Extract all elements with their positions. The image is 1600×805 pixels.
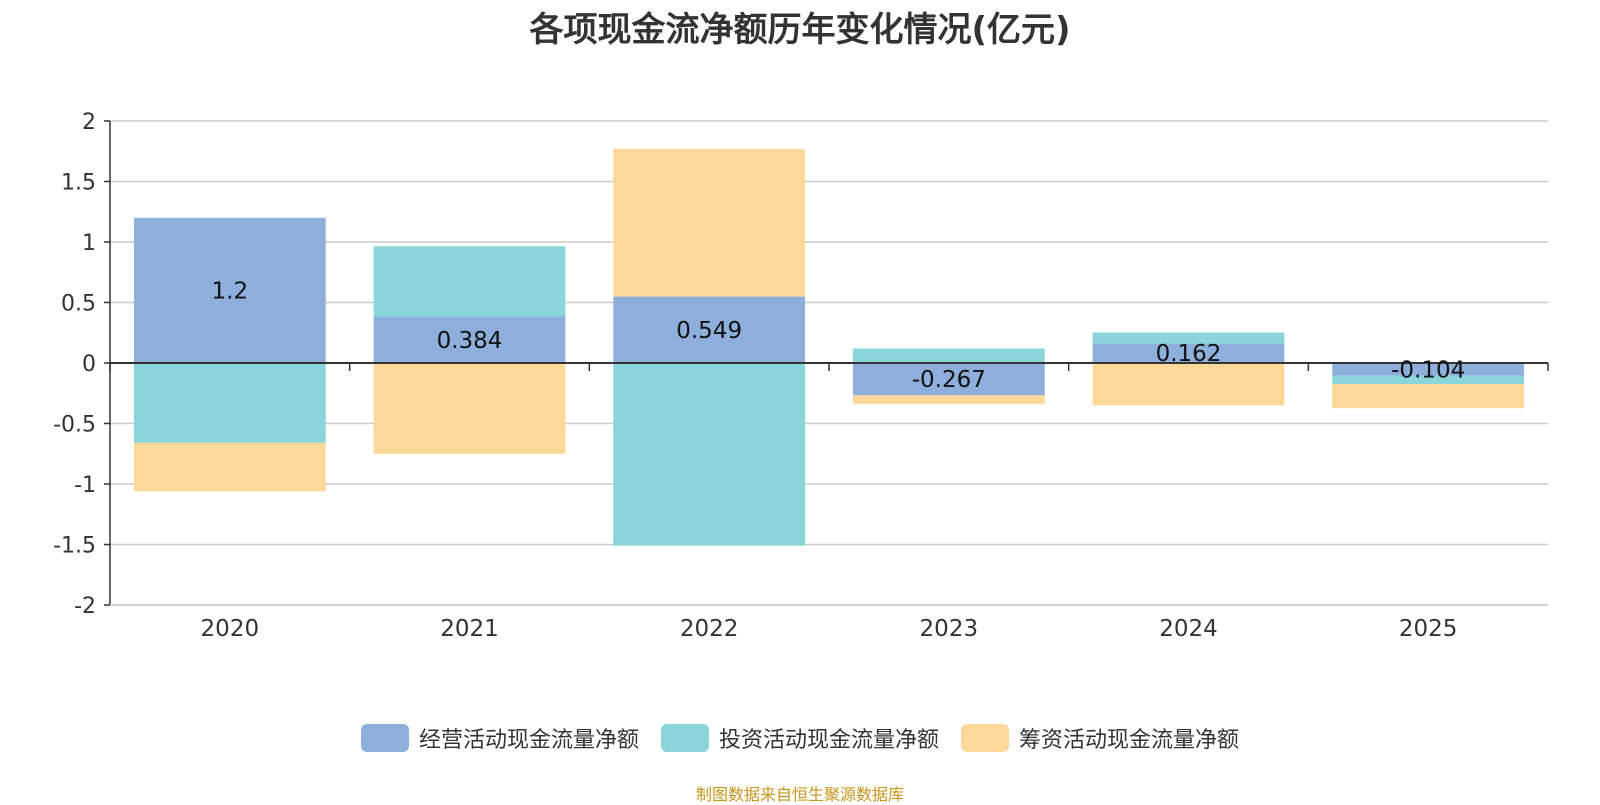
- legend: 经营活动现金流量净额 投资活动现金流量净额 筹资活动现金流量净额: [0, 722, 1600, 754]
- data-label: 0.162: [1156, 341, 1222, 367]
- bar-2025-series-2: [1332, 384, 1525, 409]
- bar-2025-series-1: [1332, 375, 1525, 385]
- y-tick-label: 1: [82, 231, 96, 256]
- bar-2022-series-1: [613, 363, 806, 546]
- legend-swatch-operating: [360, 724, 409, 752]
- y-tick-label: 1.5: [61, 171, 96, 196]
- bar-2020-series-2: [133, 442, 326, 492]
- bar-2023-series-2: [852, 395, 1045, 404]
- data-label: -0.104: [1391, 357, 1465, 383]
- y-tick-label: 2: [82, 110, 96, 135]
- bar-2021-series-2: [373, 363, 566, 454]
- bar-2023-series-1: [852, 348, 1045, 363]
- legend-item-investing[interactable]: 投资活动现金流量净额: [660, 722, 939, 754]
- bar-2020-series-0: [133, 217, 326, 363]
- data-label: 0.384: [437, 328, 503, 354]
- x-tick-label: 2024: [1159, 616, 1218, 642]
- legend-swatch-investing: [660, 724, 709, 752]
- bar-2020-series-1: [133, 363, 326, 443]
- chart-title: 各项现金流净额历年变化情况(亿元): [529, 10, 1071, 50]
- data-label: 0.549: [676, 318, 742, 344]
- legend-label-financing: 筹资活动现金流量净额: [1019, 728, 1240, 753]
- x-tick-label: 2022: [680, 616, 739, 642]
- bar-2021-series-1: [373, 246, 566, 317]
- legend-item-operating[interactable]: 经营活动现金流量净额: [360, 722, 639, 754]
- y-tick-label: 0: [82, 352, 96, 377]
- y-tick-label: -1: [74, 473, 96, 498]
- stacked-bar-chart: 2 1.5 1 0.5 0 -0.5 -1 -1.5 -2 2020 2021 2022 2023 202…: [53, 110, 1549, 642]
- bar-2024-series-1: [1092, 332, 1285, 344]
- bar-2024-series-0: [1092, 343, 1285, 363]
- legend-label-investing: 投资活动现金流量净额: [718, 728, 939, 753]
- bar-2025-series-0: [1332, 363, 1525, 376]
- bar-2021-series-0: [373, 316, 566, 363]
- x-tick-label: 2021: [440, 616, 499, 642]
- data-label: -0.267: [912, 367, 986, 393]
- data-label: 1.2: [212, 278, 249, 304]
- y-tick-label: -2: [74, 594, 96, 619]
- y-tick-label: 0.5: [61, 292, 96, 317]
- y-tick-label: -1.5: [53, 534, 96, 559]
- legend-label-operating: 经营活动现金流量净额: [418, 728, 639, 753]
- y-tick-label: -0.5: [53, 413, 96, 438]
- x-tick-label: 2023: [920, 616, 979, 642]
- x-tick-label: 2025: [1399, 616, 1458, 642]
- legend-swatch-financing: [961, 724, 1009, 752]
- bar-2023-series-0: [852, 363, 1045, 396]
- bar-2024-series-2: [1092, 363, 1285, 406]
- x-tick-label: 2020: [201, 616, 260, 642]
- bar-2022-series-0: [613, 296, 806, 363]
- data-source-note: 制图数据来自恒生聚源数据库: [695, 785, 904, 804]
- legend-item-financing[interactable]: 筹资活动现金流量净额: [961, 722, 1239, 754]
- bar-2022-series-2: [613, 148, 806, 297]
